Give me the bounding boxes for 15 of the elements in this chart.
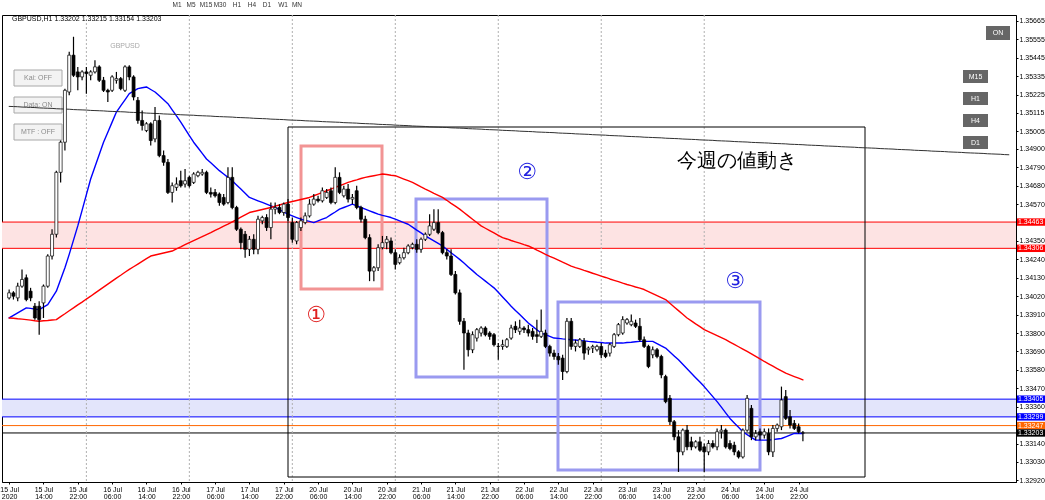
annotation: ① <box>306 302 326 327</box>
candlestick <box>123 64 127 93</box>
candlestick <box>294 220 299 245</box>
candlestick <box>290 216 295 244</box>
candlestick <box>522 325 526 334</box>
annotation: ③ <box>725 268 745 293</box>
annotation: ② <box>517 159 537 184</box>
candlestick <box>84 66 89 95</box>
candlestick <box>247 235 252 257</box>
annotation: 今週の値動き <box>677 148 797 172</box>
candlestick <box>24 273 29 302</box>
candlestick <box>204 170 209 195</box>
candlestick <box>427 213 432 237</box>
candlestick <box>470 330 475 354</box>
candlestick <box>620 315 625 336</box>
